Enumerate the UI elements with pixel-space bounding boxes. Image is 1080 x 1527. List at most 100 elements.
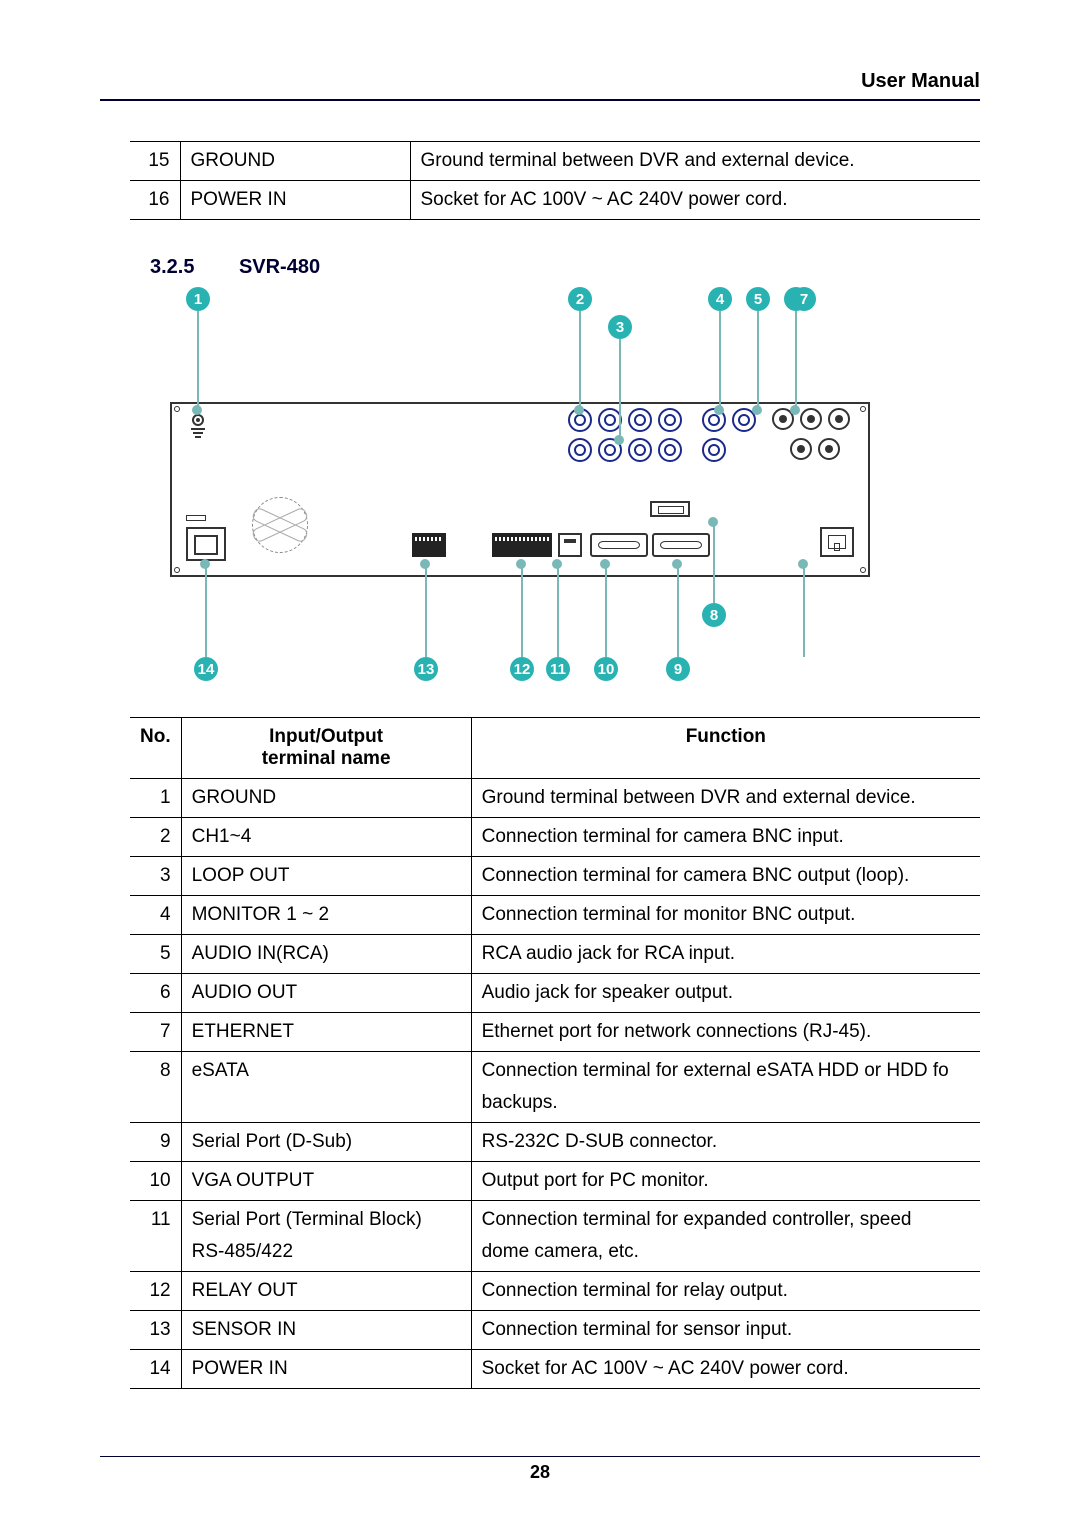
header-title: User Manual [861,70,980,93]
callout-11: 11 [546,657,570,681]
cell-num: 12 [130,1272,181,1311]
cell-num: 8 [130,1052,181,1123]
table-row: 3LOOP OUTConnection terminal for camera … [130,857,980,896]
rear-panel-diagram: 1 2 3 4 5 6 7 8 9 10 11 12 13 14 [170,287,870,687]
cell-name: LOOP OUT [181,857,471,896]
bnc-monitor-group [702,408,756,462]
relay-block-icon [492,533,552,557]
dsub-port-icon [652,533,710,557]
section-number: 3.2.5 [150,256,194,278]
table-row: 8eSATAConnection terminal for external e… [130,1052,980,1123]
cell-name: eSATA [181,1052,471,1123]
ground-terminal-icon [190,414,206,442]
cell-func: Connection terminal for sensor input. [471,1311,980,1350]
page-number: 28 [0,1462,1080,1483]
header-name: Input/Output terminal name [181,718,471,779]
table-row: 14POWER INSocket for AC 100V ~ AC 240V p… [130,1350,980,1389]
cell-num: 1 [130,779,181,818]
cell-name: SENSOR IN [181,1311,471,1350]
cell-num: 13 [130,1311,181,1350]
callout-4: 4 [708,287,732,311]
rca-in-group [772,408,850,430]
cell-func: Connection terminal for camera BNC outpu… [471,857,980,896]
cell-func: Output port for PC monitor. [471,1162,980,1201]
cell-func: Audio jack for speaker output. [471,974,980,1013]
cell-name: POWER IN [181,1350,471,1389]
header-no: No. [130,718,181,779]
table-row: 1GROUNDGround terminal between DVR and e… [130,779,980,818]
callout-3: 3 [608,315,632,339]
cell-func: Socket for AC 100V ~ AC 240V power cord. [410,181,980,220]
cell-name: VGA OUTPUT [181,1162,471,1201]
cell-num: 14 [130,1350,181,1389]
table-row: 13SENSOR INConnection terminal for senso… [130,1311,980,1350]
table-row: 12RELAY OUTConnection terminal for relay… [130,1272,980,1311]
header-function: Function [471,718,980,779]
cell-func: Connection terminal for expanded control… [471,1201,980,1272]
cell-name: ETHERNET [181,1013,471,1052]
cell-func: Ground terminal between DVR and external… [471,779,980,818]
ethernet-port-icon [820,527,854,557]
upper-io-table: 15 GROUND Ground terminal between DVR an… [130,141,980,220]
cell-num: 15 [130,142,180,181]
cell-num: 4 [130,896,181,935]
fan-icon [252,497,308,553]
table-row: 4MONITOR 1 ~ 2Connection terminal for mo… [130,896,980,935]
cell-func: Connection terminal for camera BNC input… [471,818,980,857]
callout-10: 10 [594,657,618,681]
table-row: 10VGA OUTPUTOutput port for PC monitor. [130,1162,980,1201]
cell-name: POWER IN [180,181,410,220]
cell-name: Serial Port (Terminal Block)RS-485/422 [181,1201,471,1272]
vga-port-icon [590,533,648,557]
callout-1: 1 [186,287,210,311]
cell-num: 11 [130,1201,181,1272]
terminal-block-icon [558,533,582,557]
cell-num: 10 [130,1162,181,1201]
cell-func: Connection terminal for monitor BNC outp… [471,896,980,935]
cell-num: 6 [130,974,181,1013]
cell-func: RCA audio jack for RCA input. [471,935,980,974]
cell-func: Connection terminal for external eSATA H… [471,1052,980,1123]
table-row: 5AUDIO IN(RCA)RCA audio jack for RCA inp… [130,935,980,974]
cell-name: AUDIO OUT [181,974,471,1013]
bnc-ch-group [568,408,682,462]
section-heading: 3.2.5 SVR-480 [150,256,980,279]
callout-9: 9 [666,657,690,681]
power-socket-icon [186,515,226,561]
cell-num: 2 [130,818,181,857]
table-row: 15 GROUND Ground terminal between DVR an… [130,142,980,181]
cell-name: AUDIO IN(RCA) [181,935,471,974]
cell-name: CH1~4 [181,818,471,857]
sensor-block-icon [412,533,446,557]
cell-num: 7 [130,1013,181,1052]
cell-func: Ethernet port for network connections (R… [471,1013,980,1052]
footer-rule [100,1456,980,1457]
device-panel [170,402,870,577]
callout-14: 14 [194,657,218,681]
io-function-table: No. Input/Output terminal name Function … [130,717,980,1389]
table-row: 6AUDIO OUTAudio jack for speaker output. [130,974,980,1013]
table-row: 7ETHERNETEthernet port for network conne… [130,1013,980,1052]
cell-func: RS-232C D-SUB connector. [471,1123,980,1162]
callout-8: 8 [702,603,726,627]
callout-5: 5 [746,287,770,311]
rca-out-group [790,438,840,460]
cell-name: GROUND [180,142,410,181]
cell-num: 5 [130,935,181,974]
cell-num: 9 [130,1123,181,1162]
cell-func: Socket for AC 100V ~ AC 240V power cord. [471,1350,980,1389]
callout-2: 2 [568,287,592,311]
table-row: 2CH1~4Connection terminal for camera BNC… [130,818,980,857]
callout-13: 13 [414,657,438,681]
esata-port-icon [650,501,690,517]
cell-num: 3 [130,857,181,896]
cell-name: Serial Port (D-Sub) [181,1123,471,1162]
cell-func: Ground terminal between DVR and external… [410,142,980,181]
cell-name: GROUND [181,779,471,818]
cell-name: RELAY OUT [181,1272,471,1311]
page-header: User Manual [100,70,980,101]
cell-name: MONITOR 1 ~ 2 [181,896,471,935]
table-row: 16 POWER IN Socket for AC 100V ~ AC 240V… [130,181,980,220]
callout-12: 12 [510,657,534,681]
table-row: 9Serial Port (D-Sub)RS-232C D-SUB connec… [130,1123,980,1162]
